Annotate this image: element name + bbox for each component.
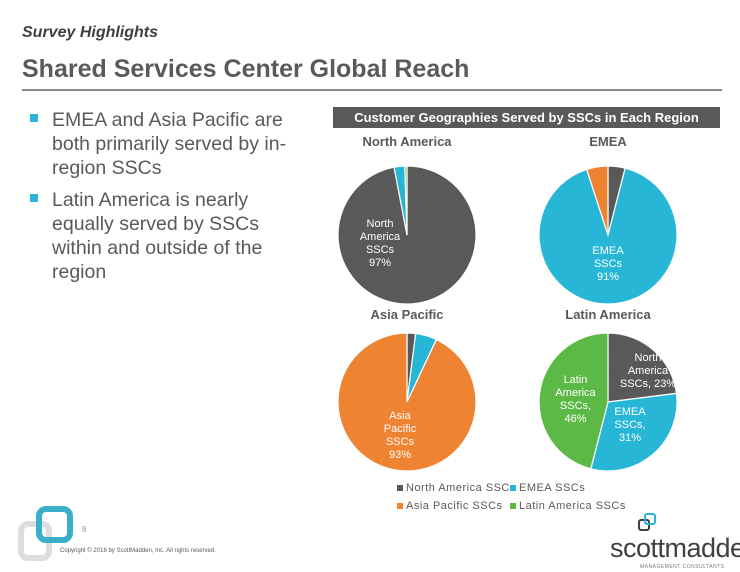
copyright: Copyright © 2016 by ScottMadden, Inc. Al… [60, 548, 216, 554]
slide-title: Shared Services Center Global Reach [22, 55, 470, 83]
pie-slice-north-america-latin-america [404, 165, 408, 236]
legend-swatch [510, 503, 516, 510]
data-label-la-la: Latin America SSCs, 46% [555, 374, 596, 425]
legend-asia-pacific: Asia Pacific SSCs [397, 500, 503, 512]
bullet-text: Latin America is nearly equally served b… [52, 189, 263, 283]
bullet-text: EMEA and Asia Pacific are both primarily… [52, 109, 287, 179]
legend-emea: EMEA SSCs [510, 482, 585, 494]
brand-tagline: MANAGEMENT CONSULTANTS [640, 564, 725, 570]
legend-latin-america: Latin America SSCs [510, 500, 626, 512]
data-label-la-emea: EMEA SSCs, 31% [614, 406, 646, 444]
section-kicker: Survey Highlights [22, 24, 159, 41]
data-label-ap-ap: Asia Pacific SSCs 93% [383, 410, 417, 461]
pie-title-latin-america: Latin America [565, 307, 651, 322]
pie-slice-asia-pacific-asia-pacific [337, 332, 477, 472]
pie-slice-latin-america-emea [590, 392, 678, 472]
pie-slice-latin-america-latin-america [538, 332, 609, 470]
data-label-la-na: North America SSCs, 23% [619, 352, 677, 390]
pie-slice-latin-america-north-america [607, 332, 678, 403]
pie-slice-emea-asia-pacific [585, 165, 609, 236]
bullet-item: Latin America is nearly equally served b… [30, 188, 305, 284]
data-label-na-na: North America SSCs 97% [359, 218, 401, 269]
pie-slice-emea-emea [538, 167, 678, 305]
pie-title-asia-pacific: Asia Pacific [370, 307, 444, 322]
legend-north-america: North America SSCs [397, 482, 516, 494]
brand-logo: scottmadden [610, 533, 740, 563]
legend-swatch [397, 485, 403, 492]
page-number: 8 [82, 525, 87, 534]
bullet-square-icon [30, 194, 38, 202]
bullet-list: EMEA and Asia Pacific are both primarily… [30, 108, 305, 292]
title-divider [22, 89, 722, 91]
legend-swatch [397, 503, 403, 510]
bullet-square-icon [30, 114, 38, 122]
bullet-item: EMEA and Asia Pacific are both primarily… [30, 108, 305, 180]
legend-swatch [510, 485, 516, 492]
pie-title-north-america: North America [362, 134, 452, 149]
pie-title-emea: EMEA [589, 134, 627, 149]
chart-title: Customer Geographies Served by SSCs in E… [333, 107, 720, 128]
data-label-emea-emea: EMEA SSCs 91% [592, 245, 624, 283]
